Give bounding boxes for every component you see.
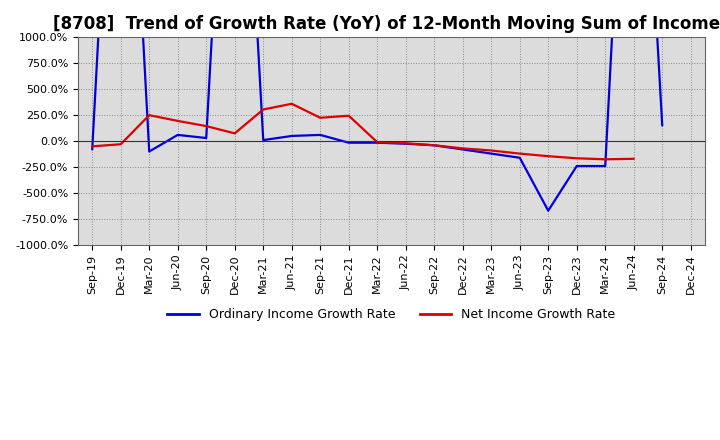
Title: [8708]  Trend of Growth Rate (YoY) of 12-Month Moving Sum of Incomes: [8708] Trend of Growth Rate (YoY) of 12-… bbox=[53, 15, 720, 33]
Legend: Ordinary Income Growth Rate, Net Income Growth Rate: Ordinary Income Growth Rate, Net Income … bbox=[163, 303, 621, 326]
